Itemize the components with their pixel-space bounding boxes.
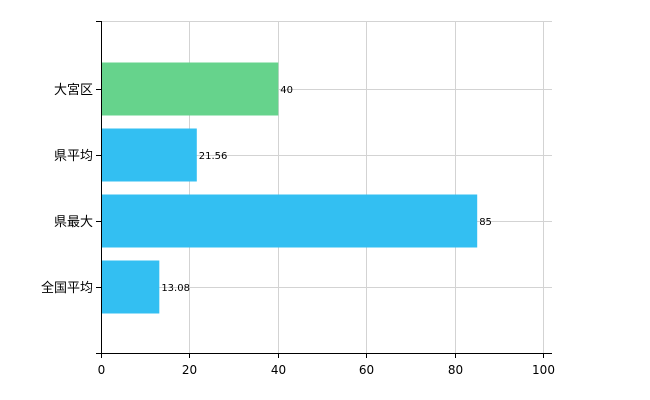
bars xyxy=(101,62,478,314)
bar-value-label: 40 xyxy=(280,85,293,96)
x-tick-label: 80 xyxy=(448,363,463,377)
x-tick-label: 0 xyxy=(98,363,106,377)
axes xyxy=(96,21,552,358)
bar xyxy=(101,128,197,182)
bar-value-label: 13.08 xyxy=(161,283,190,294)
x-tick-label: 40 xyxy=(271,363,286,377)
bar-value-label: 21.56 xyxy=(199,151,228,162)
category-label: 県最大 xyxy=(54,215,93,230)
category-label: 県平均 xyxy=(54,149,93,164)
bar xyxy=(101,260,160,314)
category-label: 大宮区 xyxy=(54,82,93,98)
x-tick-label: 20 xyxy=(182,363,197,377)
category-label: 全国平均 xyxy=(41,280,93,296)
bar xyxy=(101,62,279,116)
x-tick-label: 60 xyxy=(359,363,374,377)
bar-value-label: 85 xyxy=(479,217,492,228)
bar xyxy=(101,194,478,248)
x-tick-label: 100 xyxy=(532,363,555,377)
